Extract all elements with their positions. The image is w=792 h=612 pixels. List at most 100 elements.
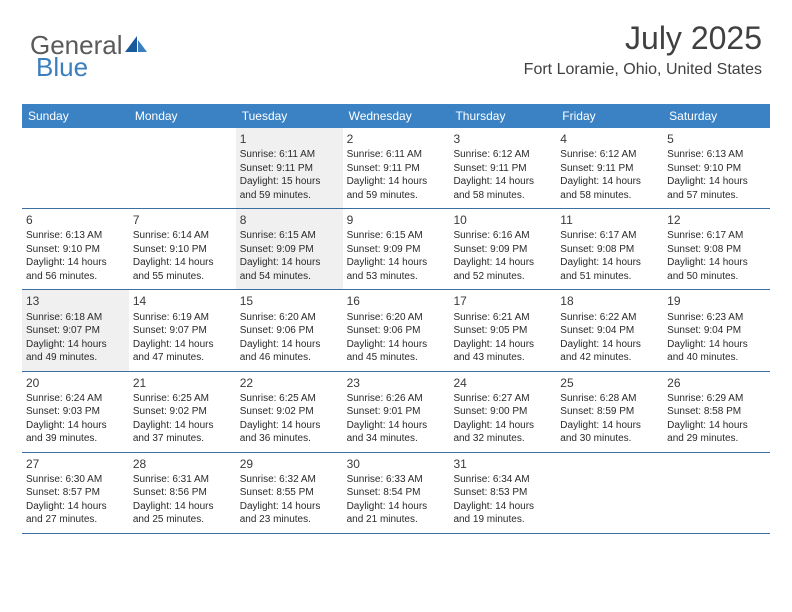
- day-cell: 16Sunrise: 6:20 AMSunset: 9:06 PMDayligh…: [343, 290, 450, 370]
- day-cell: 23Sunrise: 6:26 AMSunset: 9:01 PMDayligh…: [343, 372, 450, 452]
- dl2-text: and 32 minutes.: [453, 432, 552, 446]
- dl2-text: and 36 minutes.: [240, 432, 339, 446]
- day-number: 14: [133, 293, 232, 309]
- day-number: 24: [453, 375, 552, 391]
- dl1-text: Daylight: 14 hours: [667, 175, 766, 189]
- day-number: 16: [347, 293, 446, 309]
- calendar-week-row: 13Sunrise: 6:18 AMSunset: 9:07 PMDayligh…: [22, 290, 770, 371]
- dl2-text: and 50 minutes.: [667, 270, 766, 284]
- dl2-text: and 25 minutes.: [133, 513, 232, 527]
- day-cell: 30Sunrise: 6:33 AMSunset: 8:54 PMDayligh…: [343, 453, 450, 533]
- sunset-text: Sunset: 9:07 PM: [133, 324, 232, 338]
- dl1-text: Daylight: 14 hours: [453, 256, 552, 270]
- sunset-text: Sunset: 9:01 PM: [347, 405, 446, 419]
- day-number: 11: [560, 212, 659, 228]
- weekday-header: Wednesday: [343, 104, 450, 128]
- sunrise-text: Sunrise: 6:25 AM: [133, 392, 232, 406]
- calendar-week-row: 6Sunrise: 6:13 AMSunset: 9:10 PMDaylight…: [22, 209, 770, 290]
- sunset-text: Sunset: 9:05 PM: [453, 324, 552, 338]
- sunrise-text: Sunrise: 6:15 AM: [347, 229, 446, 243]
- day-number: 25: [560, 375, 659, 391]
- sunrise-text: Sunrise: 6:19 AM: [133, 311, 232, 325]
- dl2-text: and 29 minutes.: [667, 432, 766, 446]
- day-number: 13: [26, 293, 125, 309]
- day-cell: 25Sunrise: 6:28 AMSunset: 8:59 PMDayligh…: [556, 372, 663, 452]
- sunrise-text: Sunrise: 6:24 AM: [26, 392, 125, 406]
- empty-day-cell: [22, 128, 129, 208]
- day-cell: 5Sunrise: 6:13 AMSunset: 9:10 PMDaylight…: [663, 128, 770, 208]
- dl1-text: Daylight: 14 hours: [26, 419, 125, 433]
- sunset-text: Sunset: 9:11 PM: [347, 162, 446, 176]
- day-cell: 19Sunrise: 6:23 AMSunset: 9:04 PMDayligh…: [663, 290, 770, 370]
- dl2-text: and 19 minutes.: [453, 513, 552, 527]
- day-cell: 22Sunrise: 6:25 AMSunset: 9:02 PMDayligh…: [236, 372, 343, 452]
- day-cell: 20Sunrise: 6:24 AMSunset: 9:03 PMDayligh…: [22, 372, 129, 452]
- dl2-text: and 55 minutes.: [133, 270, 232, 284]
- dl1-text: Daylight: 14 hours: [453, 500, 552, 514]
- dl2-text: and 42 minutes.: [560, 351, 659, 365]
- dl1-text: Daylight: 14 hours: [560, 419, 659, 433]
- empty-day-cell: [556, 453, 663, 533]
- sunrise-text: Sunrise: 6:25 AM: [240, 392, 339, 406]
- dl1-text: Daylight: 14 hours: [667, 419, 766, 433]
- sunset-text: Sunset: 9:10 PM: [26, 243, 125, 257]
- sunrise-text: Sunrise: 6:28 AM: [560, 392, 659, 406]
- dl2-text: and 30 minutes.: [560, 432, 659, 446]
- dl2-text: and 43 minutes.: [453, 351, 552, 365]
- day-cell: 6Sunrise: 6:13 AMSunset: 9:10 PMDaylight…: [22, 209, 129, 289]
- weekday-header: Saturday: [663, 104, 770, 128]
- sunrise-text: Sunrise: 6:17 AM: [560, 229, 659, 243]
- sunset-text: Sunset: 9:02 PM: [240, 405, 339, 419]
- dl1-text: Daylight: 14 hours: [453, 338, 552, 352]
- sunset-text: Sunset: 9:11 PM: [453, 162, 552, 176]
- location-subtitle: Fort Loramie, Ohio, United States: [524, 61, 762, 79]
- sunset-text: Sunset: 9:10 PM: [133, 243, 232, 257]
- sunrise-text: Sunrise: 6:15 AM: [240, 229, 339, 243]
- sunset-text: Sunset: 9:06 PM: [240, 324, 339, 338]
- weekday-header: Monday: [129, 104, 236, 128]
- dl1-text: Daylight: 14 hours: [133, 419, 232, 433]
- sunrise-text: Sunrise: 6:34 AM: [453, 473, 552, 487]
- dl2-text: and 27 minutes.: [26, 513, 125, 527]
- calendar-week-row: 1Sunrise: 6:11 AMSunset: 9:11 PMDaylight…: [22, 128, 770, 209]
- day-number: 28: [133, 456, 232, 472]
- day-cell: 13Sunrise: 6:18 AMSunset: 9:07 PMDayligh…: [22, 290, 129, 370]
- day-number: 29: [240, 456, 339, 472]
- sunset-text: Sunset: 9:04 PM: [560, 324, 659, 338]
- sunset-text: Sunset: 8:58 PM: [667, 405, 766, 419]
- day-cell: 2Sunrise: 6:11 AMSunset: 9:11 PMDaylight…: [343, 128, 450, 208]
- day-cell: 29Sunrise: 6:32 AMSunset: 8:55 PMDayligh…: [236, 453, 343, 533]
- sunrise-text: Sunrise: 6:16 AM: [453, 229, 552, 243]
- day-cell: 8Sunrise: 6:15 AMSunset: 9:09 PMDaylight…: [236, 209, 343, 289]
- day-cell: 3Sunrise: 6:12 AMSunset: 9:11 PMDaylight…: [449, 128, 556, 208]
- day-cell: 10Sunrise: 6:16 AMSunset: 9:09 PMDayligh…: [449, 209, 556, 289]
- dl2-text: and 21 minutes.: [347, 513, 446, 527]
- day-cell: 7Sunrise: 6:14 AMSunset: 9:10 PMDaylight…: [129, 209, 236, 289]
- dl2-text: and 53 minutes.: [347, 270, 446, 284]
- sunrise-text: Sunrise: 6:13 AM: [667, 148, 766, 162]
- weekday-header: Sunday: [22, 104, 129, 128]
- dl2-text: and 56 minutes.: [26, 270, 125, 284]
- brand-part2: Blue: [36, 52, 88, 83]
- day-number: 23: [347, 375, 446, 391]
- dl1-text: Daylight: 14 hours: [347, 338, 446, 352]
- sunrise-text: Sunrise: 6:31 AM: [133, 473, 232, 487]
- sunrise-text: Sunrise: 6:17 AM: [667, 229, 766, 243]
- day-number: 27: [26, 456, 125, 472]
- day-number: 21: [133, 375, 232, 391]
- dl2-text: and 59 minutes.: [347, 189, 446, 203]
- sunrise-text: Sunrise: 6:11 AM: [240, 148, 339, 162]
- sunset-text: Sunset: 8:54 PM: [347, 486, 446, 500]
- day-number: 9: [347, 212, 446, 228]
- dl1-text: Daylight: 14 hours: [240, 338, 339, 352]
- sunset-text: Sunset: 9:11 PM: [560, 162, 659, 176]
- dl1-text: Daylight: 14 hours: [26, 256, 125, 270]
- sunrise-text: Sunrise: 6:14 AM: [133, 229, 232, 243]
- dl1-text: Daylight: 14 hours: [26, 500, 125, 514]
- day-cell: 21Sunrise: 6:25 AMSunset: 9:02 PMDayligh…: [129, 372, 236, 452]
- sunset-text: Sunset: 9:08 PM: [667, 243, 766, 257]
- sunset-text: Sunset: 8:53 PM: [453, 486, 552, 500]
- day-number: 26: [667, 375, 766, 391]
- sunset-text: Sunset: 9:06 PM: [347, 324, 446, 338]
- day-number: 31: [453, 456, 552, 472]
